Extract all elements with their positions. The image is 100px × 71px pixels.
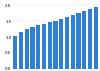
Bar — [53, 21, 58, 69]
Bar — [59, 19, 63, 69]
Bar — [94, 7, 98, 69]
Bar — [13, 36, 17, 69]
Bar — [19, 32, 23, 69]
Bar — [42, 24, 46, 69]
Bar — [24, 29, 29, 69]
Bar — [65, 17, 69, 69]
Bar — [88, 9, 92, 69]
Bar — [82, 11, 86, 69]
Bar — [71, 15, 75, 69]
Bar — [76, 13, 81, 69]
Bar — [48, 22, 52, 69]
Bar — [30, 27, 35, 69]
Bar — [36, 25, 40, 69]
